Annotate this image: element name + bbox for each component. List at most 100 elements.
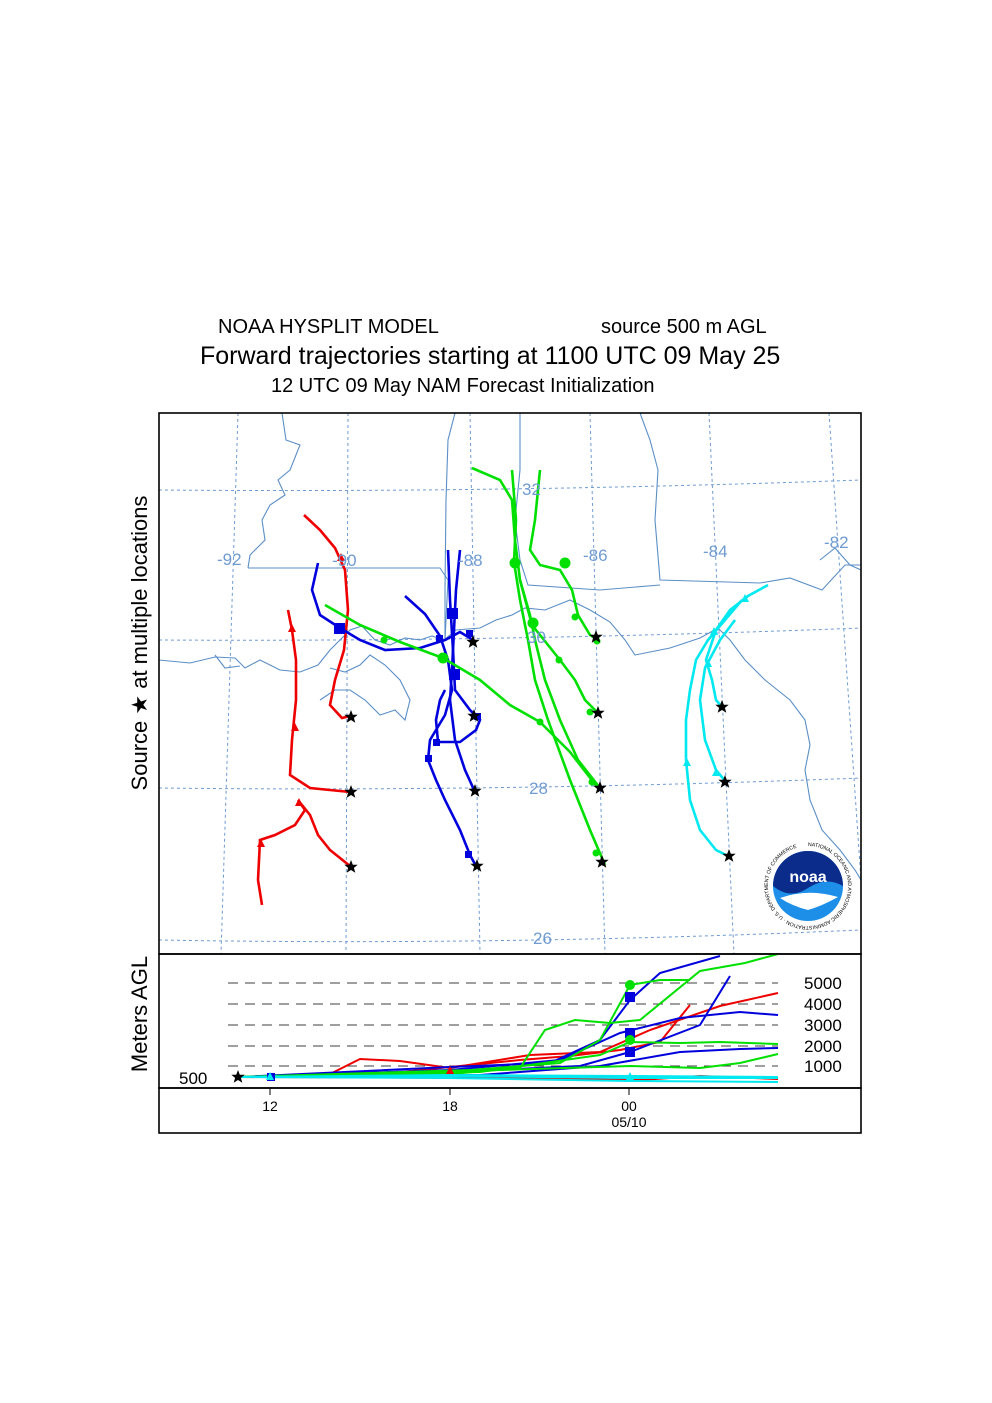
height-traces bbox=[237, 954, 779, 1083]
trajectory-marker bbox=[625, 992, 635, 1002]
source-star-icon bbox=[468, 784, 482, 797]
meridian-line bbox=[828, 413, 861, 881]
trajectory-marker bbox=[291, 723, 299, 731]
height-markers bbox=[231, 980, 635, 1083]
time-tick-label: 00 bbox=[621, 1098, 637, 1114]
coastline bbox=[319, 654, 411, 722]
trajectory-marker bbox=[704, 659, 712, 667]
trajectory-line bbox=[324, 603, 600, 789]
trajectory-marker bbox=[433, 739, 440, 746]
height-tick-label: 2000 bbox=[804, 1037, 842, 1056]
height-trace bbox=[237, 1053, 779, 1078]
state-border-line bbox=[514, 413, 661, 591]
trajectory-line bbox=[510, 469, 607, 866]
trajectory-marker bbox=[571, 613, 579, 621]
map-panel: -92 -90 -88 -86 -84 -82 32 30 28 26 noaa… bbox=[158, 412, 862, 955]
noaa-logo: noaa NATIONAL OCEANIC AND ATMOSPHERIC AD… bbox=[764, 842, 852, 930]
meridian-line bbox=[220, 413, 239, 954]
lon-label: -86 bbox=[583, 546, 608, 565]
state-border-line bbox=[639, 413, 861, 591]
trajectory-marker bbox=[337, 553, 345, 561]
trajectory-line bbox=[518, 579, 599, 714]
height-trace bbox=[237, 955, 721, 1078]
trajectory-marker bbox=[447, 608, 458, 619]
parallel-line bbox=[159, 929, 861, 943]
height-tick-label: 1000 bbox=[804, 1057, 842, 1076]
trajectory-marker bbox=[380, 636, 388, 644]
meridian-line bbox=[469, 413, 481, 954]
trajectory-marker bbox=[334, 623, 345, 634]
height-side-label: Meters AGL bbox=[127, 956, 152, 1072]
trajectory-marker bbox=[466, 630, 473, 637]
trajectory-marker bbox=[625, 1028, 635, 1038]
lon-label: -90 bbox=[332, 551, 357, 570]
height-tick-label: 5000 bbox=[804, 974, 842, 993]
lon-label: -82 bbox=[824, 533, 849, 552]
lon-label: -84 bbox=[703, 542, 728, 561]
trajectory-marker bbox=[436, 635, 443, 642]
trajectory-marker bbox=[741, 594, 749, 602]
date-label: 05/10 bbox=[611, 1114, 646, 1130]
coastline bbox=[819, 547, 861, 571]
trajectory-marker bbox=[712, 768, 720, 776]
trajectory-marker bbox=[625, 1047, 635, 1057]
meridian-line bbox=[708, 413, 735, 954]
lat-label: 30 bbox=[527, 628, 546, 647]
trajectory-marker bbox=[295, 798, 303, 806]
state-border-line bbox=[247, 413, 301, 569]
trajectory-line bbox=[528, 469, 599, 642]
trajectories-cyan bbox=[684, 583, 769, 859]
source-star-icon bbox=[595, 855, 609, 868]
meridian-line bbox=[345, 413, 349, 954]
trajectory-marker bbox=[586, 708, 594, 716]
trajectory-marker bbox=[683, 758, 691, 766]
trajectory-marker bbox=[625, 1035, 635, 1045]
lat-label: 28 bbox=[529, 779, 548, 798]
trajectory-line bbox=[704, 583, 769, 708]
parallel-line bbox=[159, 777, 861, 790]
model-title: NOAA HYSPLIT MODEL bbox=[218, 316, 439, 338]
trajectory-marker bbox=[509, 557, 521, 569]
source-height-tick: 500 bbox=[179, 1069, 207, 1088]
trajectories-red bbox=[256, 514, 351, 906]
subtitle: 12 UTC 09 May NAM Forecast Initializatio… bbox=[271, 375, 655, 397]
map-side-label: Source ★ at multiple locations bbox=[127, 496, 152, 791]
trajectory-marker bbox=[446, 1066, 454, 1074]
time-axis: 12 18 00 05/10 bbox=[158, 1087, 862, 1134]
trajectory-marker bbox=[527, 617, 539, 629]
trajectory-marker bbox=[710, 627, 718, 635]
trajectory-marker bbox=[449, 669, 460, 680]
trajectories-green bbox=[324, 466, 607, 866]
trajectory-marker bbox=[626, 1072, 634, 1080]
time-tick-label: 18 bbox=[442, 1098, 458, 1114]
state-border-line bbox=[444, 413, 456, 640]
lon-label: -92 bbox=[217, 550, 242, 569]
time-tick-label: 12 bbox=[262, 1098, 278, 1114]
height-trace bbox=[237, 1074, 778, 1079]
trajectory-marker bbox=[625, 980, 635, 990]
lon-label: -88 bbox=[458, 551, 483, 570]
trajectory-marker bbox=[465, 851, 472, 858]
trajectory-marker bbox=[425, 755, 432, 762]
height-axis-labels: 5000 4000 3000 2000 1000 500 bbox=[179, 974, 842, 1088]
height-tick-label: 3000 bbox=[804, 1016, 842, 1035]
trajectory-marker bbox=[437, 652, 449, 664]
time-markers bbox=[257, 553, 749, 858]
coastlines bbox=[159, 413, 861, 881]
trajectory-marker bbox=[266, 1072, 274, 1080]
trajectory-marker bbox=[559, 557, 571, 569]
trajectory-line bbox=[256, 799, 351, 906]
noaa-logo-text: noaa bbox=[789, 869, 826, 886]
trajectories-blue bbox=[310, 549, 482, 867]
source-stars bbox=[344, 630, 736, 873]
trajectory-marker bbox=[588, 778, 596, 786]
trajectory-marker bbox=[288, 624, 296, 632]
source-star-icon bbox=[231, 1070, 245, 1083]
main-title: Forward trajectories starting at 1100 UT… bbox=[200, 342, 781, 370]
graticule bbox=[159, 413, 861, 954]
lat-label: 26 bbox=[533, 929, 552, 948]
lat-label: 32 bbox=[522, 480, 541, 499]
trajectory-line bbox=[286, 609, 351, 794]
trajectory-marker bbox=[536, 718, 544, 726]
